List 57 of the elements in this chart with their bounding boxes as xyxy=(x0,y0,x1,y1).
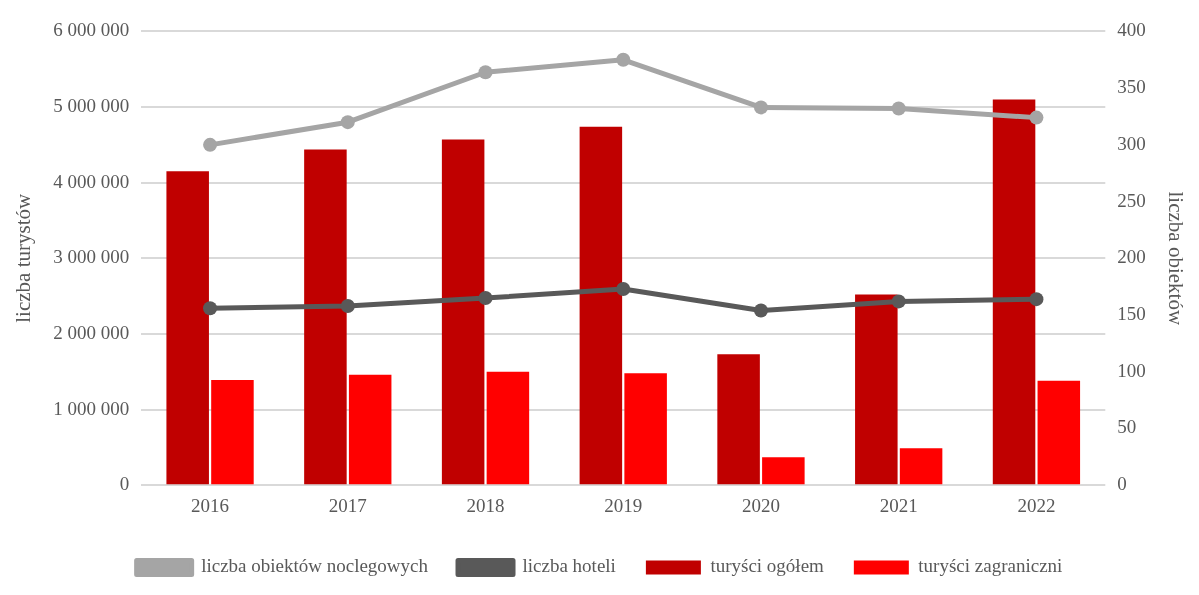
x-tick-label: 2018 xyxy=(466,494,505,516)
legend-label: turyści zagraniczni xyxy=(918,555,1063,577)
bar xyxy=(441,139,485,485)
bar xyxy=(304,149,347,485)
x-tick-label: 2022 xyxy=(1017,494,1056,516)
y2-tick-label: 50 xyxy=(1117,416,1137,438)
y2-tick-label: 250 xyxy=(1117,189,1146,211)
x-tick-label: 2016 xyxy=(191,494,230,516)
y-tick-label: 6 000 000 xyxy=(53,19,130,41)
y-tick-label: 2 000 000 xyxy=(53,321,130,343)
y2-tick-label: 200 xyxy=(1117,246,1146,268)
point xyxy=(203,301,218,316)
bar xyxy=(717,354,760,485)
bar xyxy=(348,374,392,485)
point xyxy=(616,52,631,67)
x-tick-label: 2017 xyxy=(328,494,367,516)
y2-tick-label: 300 xyxy=(1117,132,1146,154)
bar xyxy=(899,448,943,485)
point xyxy=(478,65,493,80)
legend-label: liczba obiektów noclegowych xyxy=(201,555,429,577)
x-tick-label: 2021 xyxy=(879,494,918,516)
y-tick-label: 5 000 000 xyxy=(53,95,130,117)
point xyxy=(1029,292,1044,307)
bar xyxy=(624,373,667,485)
point xyxy=(891,294,906,309)
point xyxy=(753,100,768,115)
bar xyxy=(855,294,898,485)
y2-tick-label: 350 xyxy=(1117,76,1146,98)
x-tick-label: 2020 xyxy=(741,494,780,516)
y-tick-label: 1 000 000 xyxy=(53,397,130,419)
y-tick-label: 0 xyxy=(119,473,130,495)
x-tick-label: 2019 xyxy=(604,494,643,516)
y-axis-title: liczba turystów xyxy=(11,193,36,323)
y-tick-label: 4 000 000 xyxy=(53,170,130,192)
y2-tick-label: 150 xyxy=(1117,303,1146,325)
y-tick-label: 3 000 000 xyxy=(53,246,130,268)
y2-tick-label: 0 xyxy=(1117,473,1127,495)
y2-tick-label: 100 xyxy=(1117,359,1146,381)
point xyxy=(1029,110,1044,125)
bar xyxy=(166,171,209,485)
point xyxy=(340,115,355,130)
point xyxy=(616,281,631,296)
legend-label: liczba hoteli xyxy=(522,555,616,577)
bar xyxy=(762,457,805,485)
point xyxy=(340,298,355,313)
y2-tick-label: 400 xyxy=(1117,19,1146,41)
y2-axis-title: liczba obiektów xyxy=(1163,191,1188,326)
legend-label: turyści ogółem xyxy=(710,555,825,577)
bar xyxy=(211,380,254,485)
bar xyxy=(486,371,530,485)
point xyxy=(753,303,768,318)
bar xyxy=(992,99,1036,485)
bar xyxy=(579,126,623,485)
bar xyxy=(1037,380,1081,485)
point xyxy=(478,291,493,306)
point xyxy=(203,137,218,152)
point xyxy=(891,101,906,116)
